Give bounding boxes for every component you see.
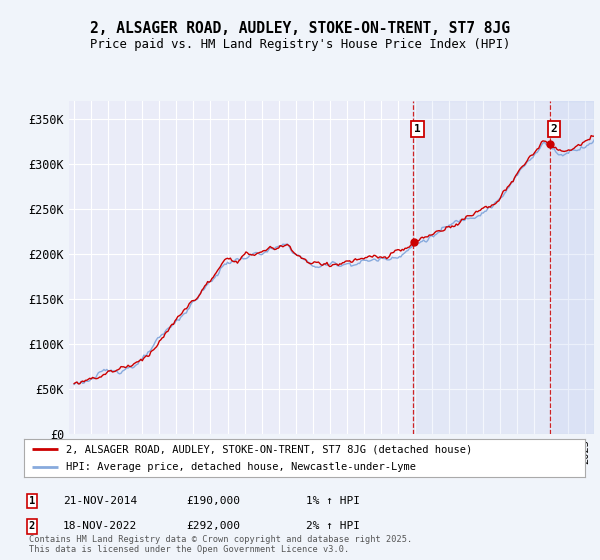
Text: 2, ALSAGER ROAD, AUDLEY, STOKE-ON-TRENT, ST7 8JG (detached house): 2, ALSAGER ROAD, AUDLEY, STOKE-ON-TRENT,…	[66, 444, 472, 454]
Text: 1: 1	[414, 124, 421, 134]
Text: 2: 2	[29, 521, 35, 531]
Text: 1% ↑ HPI: 1% ↑ HPI	[306, 496, 360, 506]
Text: Contains HM Land Registry data © Crown copyright and database right 2025.
This d: Contains HM Land Registry data © Crown c…	[29, 535, 412, 554]
Text: 2, ALSAGER ROAD, AUDLEY, STOKE-ON-TRENT, ST7 8JG: 2, ALSAGER ROAD, AUDLEY, STOKE-ON-TRENT,…	[90, 21, 510, 36]
Text: 1: 1	[29, 496, 35, 506]
Text: Price paid vs. HM Land Registry's House Price Index (HPI): Price paid vs. HM Land Registry's House …	[90, 38, 510, 50]
Text: 2% ↑ HPI: 2% ↑ HPI	[306, 521, 360, 531]
Text: HPI: Average price, detached house, Newcastle-under-Lyme: HPI: Average price, detached house, Newc…	[66, 462, 416, 472]
Text: 21-NOV-2014: 21-NOV-2014	[63, 496, 137, 506]
Text: £292,000: £292,000	[186, 521, 240, 531]
Bar	[413, 101, 594, 434]
Bar	[550, 101, 594, 434]
Text: 18-NOV-2022: 18-NOV-2022	[63, 521, 137, 531]
Text: 2: 2	[550, 124, 557, 134]
Text: £190,000: £190,000	[186, 496, 240, 506]
